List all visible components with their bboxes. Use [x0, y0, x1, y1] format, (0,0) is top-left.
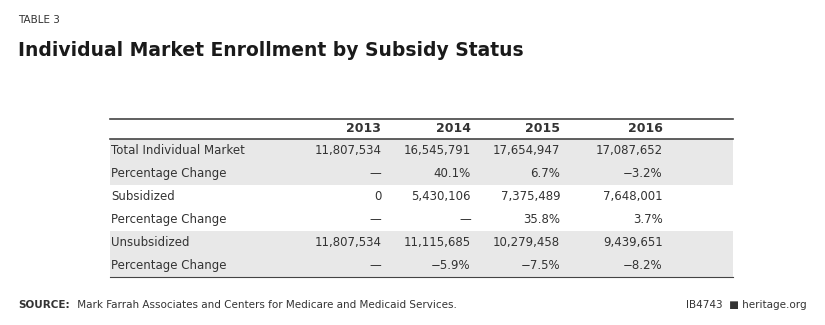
Text: 35.8%: 35.8%: [523, 213, 560, 226]
Text: 2013: 2013: [346, 123, 381, 136]
Text: −5.9%: −5.9%: [431, 259, 471, 272]
Text: —: —: [370, 259, 381, 272]
Text: 17,654,947: 17,654,947: [493, 144, 560, 157]
Text: 0: 0: [374, 190, 381, 203]
Text: Total Individual Market: Total Individual Market: [111, 144, 245, 157]
Text: 17,087,652: 17,087,652: [596, 144, 662, 157]
Bar: [110, 139, 733, 162]
Text: SOURCE:: SOURCE:: [18, 300, 70, 310]
Text: 10,279,458: 10,279,458: [493, 236, 560, 249]
Text: 2014: 2014: [436, 123, 471, 136]
Text: —: —: [370, 167, 381, 180]
Text: 16,545,791: 16,545,791: [403, 144, 471, 157]
Text: 11,115,685: 11,115,685: [403, 236, 471, 249]
Text: −3.2%: −3.2%: [623, 167, 662, 180]
Bar: [110, 162, 733, 185]
Bar: [110, 254, 733, 277]
Text: −7.5%: −7.5%: [521, 259, 560, 272]
Text: 40.1%: 40.1%: [433, 167, 471, 180]
Text: 5,430,106: 5,430,106: [412, 190, 471, 203]
Text: —: —: [370, 213, 381, 226]
Text: 7,648,001: 7,648,001: [603, 190, 662, 203]
Text: 2015: 2015: [526, 123, 560, 136]
Text: IB4743  ■ heritage.org: IB4743 ■ heritage.org: [686, 300, 807, 310]
Text: Percentage Change: Percentage Change: [111, 259, 226, 272]
Text: Subsidized: Subsidized: [111, 190, 175, 203]
Text: Mark Farrah Associates and Centers for Medicare and Medicaid Services.: Mark Farrah Associates and Centers for M…: [74, 300, 457, 310]
Text: 6.7%: 6.7%: [530, 167, 560, 180]
Text: 3.7%: 3.7%: [633, 213, 662, 226]
Text: —: —: [459, 213, 471, 226]
Text: −8.2%: −8.2%: [623, 259, 662, 272]
Text: Unsubsidized: Unsubsidized: [111, 236, 189, 249]
Text: 7,375,489: 7,375,489: [501, 190, 560, 203]
Text: Percentage Change: Percentage Change: [111, 213, 226, 226]
Text: 11,807,534: 11,807,534: [314, 144, 381, 157]
Bar: [110, 231, 733, 254]
Text: TABLE 3: TABLE 3: [18, 15, 60, 25]
Text: 11,807,534: 11,807,534: [314, 236, 381, 249]
Text: 9,439,651: 9,439,651: [603, 236, 662, 249]
Text: Individual Market Enrollment by Subsidy Status: Individual Market Enrollment by Subsidy …: [18, 41, 524, 59]
Text: 2016: 2016: [628, 123, 662, 136]
Text: Percentage Change: Percentage Change: [111, 167, 226, 180]
